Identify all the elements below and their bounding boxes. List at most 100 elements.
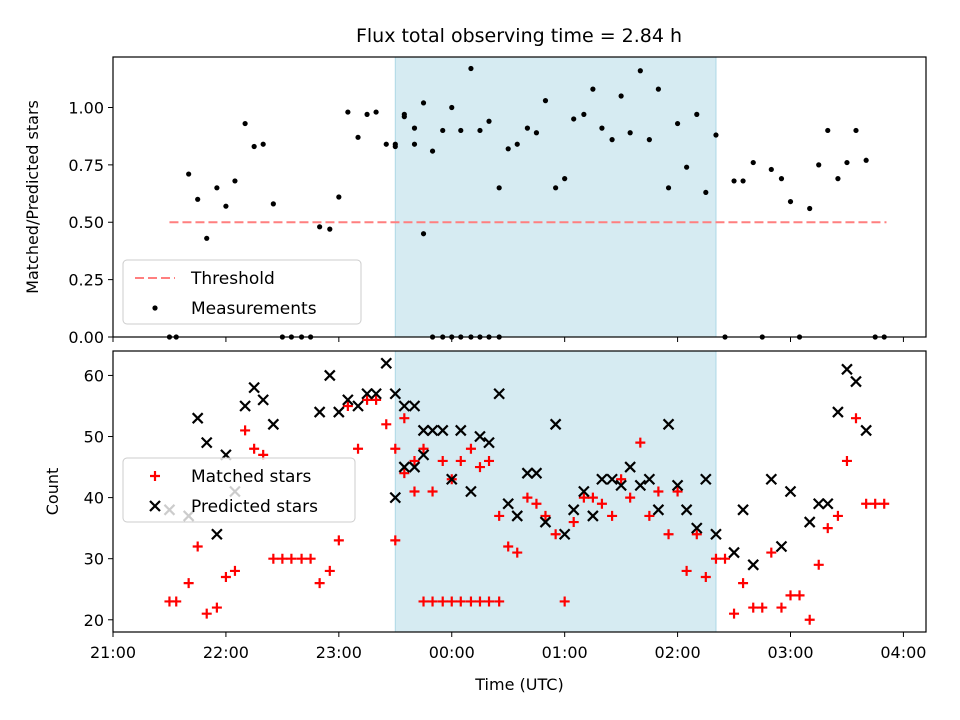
data-point (539, 516, 552, 528)
data-point (389, 491, 402, 504)
y-tick-label: 0.00 (68, 328, 104, 347)
data-point (748, 602, 759, 613)
data-point (778, 176, 785, 182)
data-point (417, 424, 430, 437)
data-point (616, 474, 627, 485)
data-point (590, 86, 596, 92)
data-point (671, 479, 684, 492)
data-point (427, 596, 438, 607)
data-point (807, 205, 813, 212)
data-point (440, 127, 446, 134)
data-point (775, 540, 788, 553)
data-point (841, 363, 853, 376)
data-point (512, 547, 523, 558)
data-point (474, 596, 485, 607)
data-point (822, 523, 833, 534)
legend-box (122, 259, 362, 325)
data-point (522, 492, 533, 503)
data-point (314, 578, 325, 589)
x-axis-label: Time (UTC) (474, 675, 563, 694)
data-point (417, 449, 430, 461)
data-point (863, 157, 869, 163)
data-point (211, 602, 222, 613)
data-point (879, 498, 890, 509)
x-tick-label: 23:00 (316, 643, 362, 662)
data-point (787, 198, 794, 205)
data-point (249, 443, 260, 454)
data-point (465, 596, 476, 607)
data-point (383, 141, 389, 147)
data-point (371, 394, 382, 405)
data-point (458, 127, 464, 134)
data-point (644, 510, 655, 521)
data-point (455, 455, 466, 466)
data-point (484, 455, 495, 466)
y-tick-label: 50 (84, 428, 104, 447)
y-tick-label: 40 (84, 489, 104, 508)
data-point (550, 529, 561, 540)
data-point (390, 443, 401, 454)
data-point (700, 473, 712, 486)
data-point (804, 614, 815, 625)
data-point (672, 486, 683, 497)
data-point (352, 400, 364, 412)
data-point (398, 461, 411, 473)
x-tick-label: 03:00 (767, 643, 813, 662)
data-point (493, 387, 505, 400)
data-point (483, 436, 495, 449)
data-point (750, 159, 756, 166)
legend-measurement-swatch (152, 305, 158, 311)
x-tick-label: 02:00 (655, 643, 701, 662)
data-point (324, 565, 335, 576)
data-point (785, 590, 796, 601)
data-point (465, 485, 477, 498)
data-point (484, 596, 495, 607)
data-point (401, 111, 407, 117)
data-point (474, 462, 485, 473)
data-point (355, 134, 361, 140)
data-point (324, 369, 336, 382)
data-point (260, 141, 266, 147)
data-point (596, 473, 608, 486)
data-point (542, 98, 549, 104)
data-point (578, 492, 589, 503)
data-point (562, 176, 568, 182)
data-point (494, 596, 505, 607)
data-point (694, 111, 700, 117)
data-point (765, 473, 778, 486)
data-point (392, 143, 398, 150)
data-point (665, 185, 672, 191)
data-point (710, 553, 721, 564)
data-point (420, 100, 427, 106)
data-point (503, 541, 514, 552)
data-point (691, 522, 703, 534)
data-point (710, 528, 722, 541)
data-point (684, 164, 690, 170)
legend-label: Measurements (191, 299, 317, 319)
data-point (737, 504, 749, 516)
data-point (514, 141, 520, 147)
data-point (455, 424, 467, 437)
y-tick-label: 0.25 (68, 271, 104, 290)
data-point (380, 357, 393, 369)
data-point (496, 185, 502, 191)
data-point (257, 394, 269, 406)
legend-matched-swatch (150, 471, 160, 481)
data-point (646, 137, 652, 143)
data-point (229, 565, 240, 576)
data-point (703, 189, 709, 196)
data-point (248, 381, 260, 394)
shaded-interval (395, 57, 716, 337)
y-tick-label: 60 (84, 366, 104, 385)
legend: Threshold Measurements (122, 259, 362, 325)
data-point (728, 546, 740, 559)
data-point (474, 430, 486, 443)
x-tick-label: 01:00 (542, 643, 588, 662)
data-point (418, 596, 429, 607)
data-point (860, 424, 872, 437)
data-point (821, 497, 834, 510)
data-point (437, 596, 448, 607)
data-point (768, 166, 774, 173)
data-point (587, 492, 598, 503)
data-point (825, 127, 831, 134)
